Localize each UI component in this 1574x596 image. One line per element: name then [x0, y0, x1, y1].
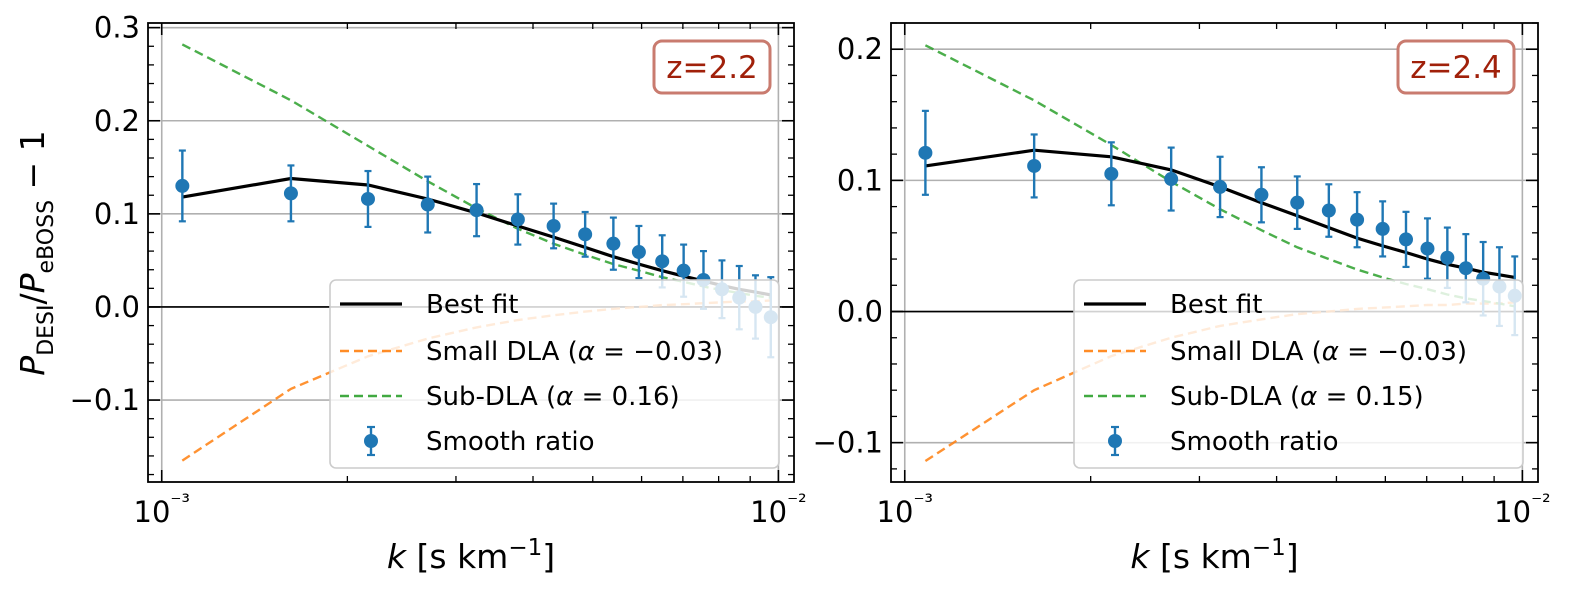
- legend-label: Sub-DLA (α = 0.15): [1170, 382, 1424, 412]
- legend-label: Best fit: [1170, 290, 1262, 320]
- data-point: [1321, 203, 1336, 218]
- data-point: [578, 227, 593, 242]
- data-point: [655, 254, 670, 269]
- y-tick-label: 0.2: [94, 104, 140, 138]
- x-tick-label: 10⁻³: [134, 490, 190, 529]
- y-axis-title: PDESI/PeBOSS − 1: [13, 130, 59, 375]
- redshift-badge: [1396, 39, 1516, 95]
- data-point: [676, 263, 691, 278]
- data-point: [1164, 172, 1179, 187]
- data-point: [1290, 195, 1305, 210]
- y-tick-label: 0.1: [94, 197, 140, 231]
- data-point: [546, 218, 561, 233]
- legend-label: Smooth ratio: [426, 427, 595, 457]
- x-tick-label: 10⁻²: [750, 490, 806, 529]
- legend-handle-point: [1108, 434, 1122, 448]
- x-tick-label: 10⁻²: [1494, 490, 1550, 529]
- x-tick-label: 10⁻³: [877, 490, 933, 529]
- data-point: [1458, 261, 1473, 276]
- y-tick-label: 0.1: [837, 163, 883, 197]
- data-point: [1213, 179, 1228, 194]
- redshift-label: z=2.2: [666, 50, 758, 86]
- data-point: [360, 191, 375, 206]
- data-point: [1398, 232, 1413, 247]
- y-tick-label: −0.1: [813, 426, 883, 460]
- y-tick-label: 0.3: [94, 11, 140, 45]
- data-point: [510, 212, 525, 227]
- legend-label: Sub-DLA (α = 0.16): [426, 382, 680, 412]
- legend-handle-point: [364, 434, 378, 448]
- legend-box: [329, 279, 780, 469]
- legend-label: Smooth ratio: [1170, 427, 1339, 457]
- legend-label: Best fit: [426, 290, 518, 320]
- y-tick-label: 0.0: [837, 295, 883, 329]
- data-point: [1440, 250, 1455, 265]
- data-point: [420, 197, 435, 212]
- panel-z22: −0.1 0.0 0.1 0.2 0.3 10⁻³ 10⁻² k [s km−1] z=2.2 B…: [70, 11, 807, 576]
- data-point: [1375, 221, 1390, 236]
- data-point: [469, 203, 484, 218]
- y-tick-label: −0.1: [70, 383, 140, 417]
- legend-label: Small DLA (α = −0.03): [1170, 337, 1467, 367]
- legend-label: Small DLA (α = −0.03): [426, 337, 723, 367]
- redshift-badge: [652, 39, 772, 95]
- data-point: [1254, 187, 1269, 202]
- axes-frame: [890, 22, 1539, 483]
- data-point: [631, 245, 646, 260]
- axes-frame: [147, 22, 795, 483]
- data-point: [175, 178, 190, 193]
- data-point: [918, 145, 933, 160]
- data-point: [1104, 166, 1119, 181]
- data-point: [283, 186, 298, 201]
- y-tick-label: 0.0: [94, 290, 140, 324]
- x-axis-title: k [s km−1]: [387, 535, 555, 576]
- panel-z24: −0.1 0.0 0.1 0.2 10⁻³ 10⁻² k [s km−1] z=2.4 Best…: [813, 22, 1551, 576]
- redshift-label: z=2.4: [1410, 50, 1502, 86]
- legend-box: [1073, 279, 1524, 469]
- data-point: [1350, 212, 1365, 227]
- data-point: [1420, 241, 1435, 256]
- data-point: [606, 236, 621, 251]
- data-point: [1027, 158, 1042, 173]
- x-axis-title: k [s km−1]: [1130, 535, 1298, 576]
- y-tick-label: 0.2: [837, 32, 883, 66]
